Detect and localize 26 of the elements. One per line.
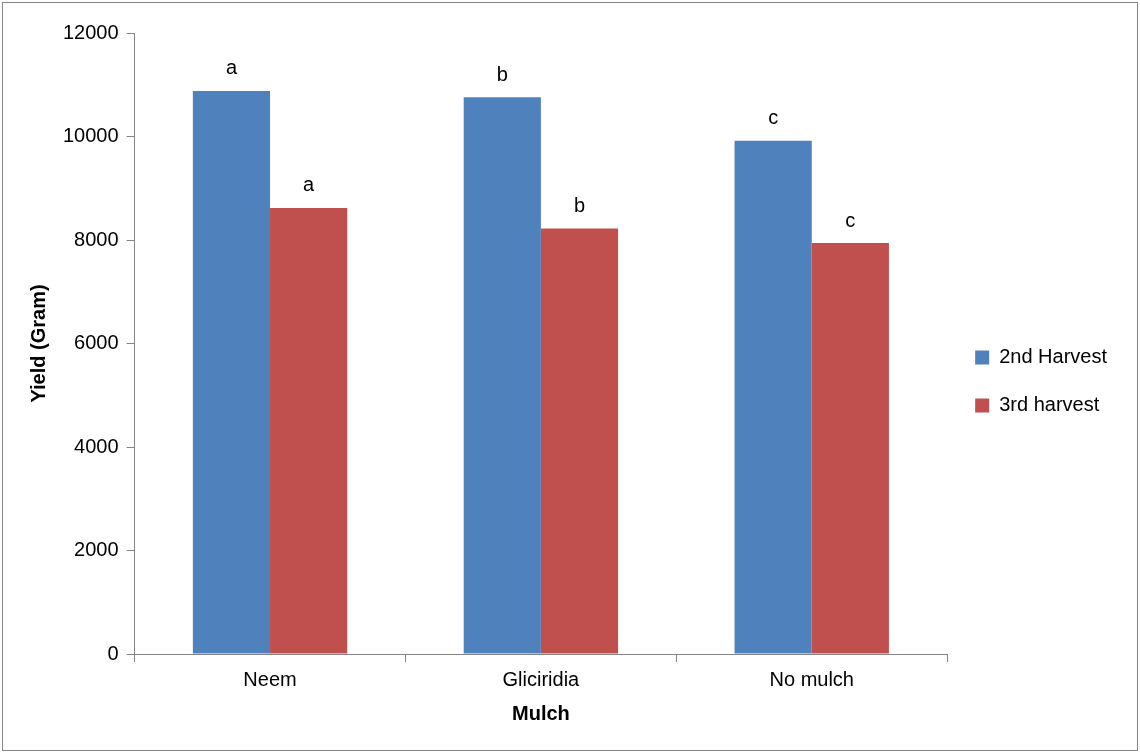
x-tick-label: Neem <box>243 667 297 690</box>
bar <box>540 228 619 654</box>
y-tick-label: 6000 <box>74 331 119 354</box>
x-tick-label: No mulch <box>769 667 854 690</box>
annotation: a <box>303 173 316 196</box>
y-axis-title: Yield (Gram) <box>26 284 49 403</box>
annotation: c <box>845 208 856 231</box>
y-tick-label: 8000 <box>74 227 119 250</box>
x-tick-label: Gliciridia <box>502 667 581 690</box>
y-tick-label: 0 <box>107 641 119 664</box>
y-tick-label: 12000 <box>62 20 119 43</box>
annotation: b <box>496 62 508 85</box>
bar <box>463 97 541 654</box>
y-tick-label: 10000 <box>62 124 119 147</box>
bar <box>734 140 812 654</box>
bar <box>192 90 271 654</box>
annotation: c <box>768 106 779 129</box>
bar <box>811 243 889 654</box>
y-tick-label: 2000 <box>74 538 119 561</box>
x-axis-title: Mulch <box>512 701 570 724</box>
legend-label: 2nd Harvest <box>999 345 1108 368</box>
y-tick-label: 4000 <box>74 434 119 457</box>
legend-label: 3rd harvest <box>999 393 1100 416</box>
annotation: b <box>573 194 586 217</box>
bar <box>270 207 348 654</box>
annotation: a <box>225 56 238 79</box>
